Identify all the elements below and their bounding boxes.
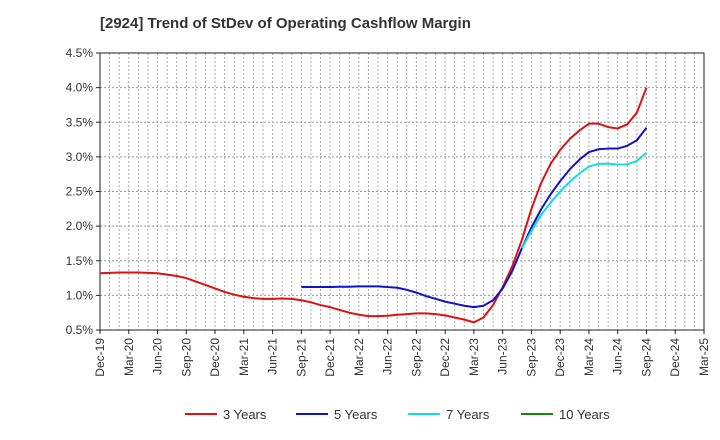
legend-label-5-years: 5 Years (334, 407, 378, 422)
x-tick-label: Dec-19 (93, 338, 107, 377)
x-tick-label: Dec-23 (553, 338, 567, 377)
x-tick-label: Jun-24 (611, 338, 625, 375)
legend-label-3-years: 3 Years (223, 407, 267, 422)
y-tick-label: 3.0% (66, 150, 94, 164)
x-tick-label: Mar-21 (237, 338, 251, 376)
series-lines (99, 87, 648, 324)
x-tick-label: Jun-20 (151, 338, 165, 375)
x-tick-label: Jun-21 (266, 338, 280, 375)
x-tick-label: Sep-22 (409, 338, 423, 377)
x-tick-label: Sep-23 (524, 338, 538, 377)
chart-title: [2924] Trend of StDev of Operating Cashf… (100, 15, 471, 32)
x-tick-label: Dec-22 (438, 338, 452, 377)
x-tick-label: Mar-25 (697, 338, 711, 376)
x-tick-label: Sep-21 (294, 338, 308, 377)
x-tick-label: Dec-21 (323, 338, 337, 377)
series-line-3-years (99, 87, 648, 324)
series-line-7-years (520, 151, 648, 249)
x-tick-label: Mar-24 (582, 338, 596, 376)
grid (100, 53, 704, 330)
x-tick-label: Dec-24 (668, 338, 682, 377)
y-tick-label: 4.0% (66, 81, 94, 95)
y-tick-label: 2.5% (66, 185, 94, 199)
x-tick-label: Jun-23 (496, 338, 510, 375)
y-tick-label: 2.0% (66, 219, 94, 233)
legend-label-7-years: 7 Years (446, 407, 490, 422)
x-tick-label: Mar-22 (352, 338, 366, 376)
y-tick-label: 1.5% (66, 254, 94, 268)
series-line-5-years (301, 127, 648, 309)
y-tick-label: 4.5% (66, 46, 94, 60)
x-tick-label: Mar-23 (467, 338, 481, 376)
x-tick-label: Sep-20 (179, 338, 193, 377)
legend-label-10-years: 10 Years (559, 407, 610, 422)
y-tick-label: 3.5% (66, 115, 94, 129)
x-tick-label: Sep-24 (639, 338, 653, 377)
y-tick-label: 1.0% (66, 288, 94, 302)
x-tick-label: Dec-20 (208, 338, 222, 377)
y-axis: 0.5% 1.0% 1.5% 2.0% 2.5% 3.0% 3.5% 4.0% 4.5% (66, 46, 100, 337)
x-axis: Dec-19 Mar-20 Jun-20 Sep-20 Dec-20 Mar-21 Jun-… (93, 330, 711, 377)
y-tick-label: 0.5% (66, 323, 94, 337)
x-tick-label: Mar-20 (122, 338, 136, 376)
x-tick-label: Jun-22 (381, 338, 395, 375)
legend: 3 Years 5 Years 7 Years 10 Years (185, 407, 610, 422)
